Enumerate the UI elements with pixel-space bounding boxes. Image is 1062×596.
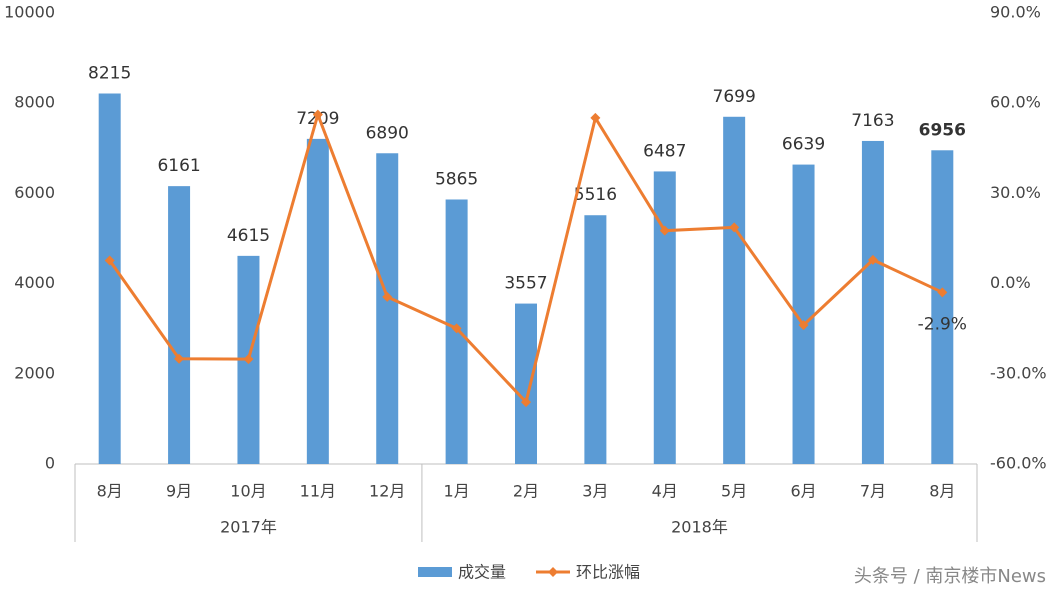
y2-tick-label: -60.0%	[990, 454, 1047, 473]
bar-value-label: 7163	[851, 111, 894, 131]
line-marker	[798, 320, 809, 331]
bar	[723, 116, 746, 465]
x-tick-label: 10月	[230, 482, 266, 501]
group-label: 2018年	[671, 518, 728, 537]
line-value-label: -2.9%	[918, 314, 967, 334]
line-marker	[659, 225, 670, 236]
line-marker	[451, 323, 462, 334]
bar-value-label: 6487	[643, 141, 686, 161]
x-tick-label: 8月	[929, 482, 955, 501]
bar	[98, 93, 121, 464]
bar	[306, 138, 329, 465]
x-tick-label: 12月	[369, 482, 405, 501]
y-tick-label: 4000	[14, 273, 55, 292]
line-marker	[729, 222, 740, 233]
bar	[931, 150, 954, 464]
x-tick-label: 2月	[513, 482, 539, 501]
line-marker	[312, 109, 323, 120]
line-marker	[521, 397, 531, 408]
x-tick-label: 5月	[721, 482, 747, 501]
x-tick-label: 3月	[582, 482, 608, 501]
y-tick-label: 8000	[14, 93, 55, 112]
bar	[168, 186, 191, 464]
legend-label: 成交量	[458, 563, 506, 582]
x-tick-label: 6月	[790, 482, 816, 501]
bar	[584, 215, 607, 464]
bar	[792, 164, 815, 464]
line-marker	[867, 254, 878, 265]
watermark: 头条号 / 南京楼市News	[854, 566, 1046, 587]
y2-tick-label: 0.0%	[990, 273, 1031, 292]
line-marker	[590, 112, 601, 123]
x-tick-label: 9月	[166, 482, 192, 501]
y-tick-label: 2000	[14, 363, 55, 382]
bar	[376, 153, 399, 465]
y2-tick-label: -30.0%	[990, 363, 1047, 382]
line-marker	[937, 287, 948, 298]
bar-value-label: 5865	[435, 169, 478, 189]
bar-value-label: 6161	[157, 156, 200, 176]
bar	[515, 303, 537, 464]
line-marker	[174, 353, 185, 364]
bar-value-label: 6956	[919, 120, 966, 140]
x-tick-label: 8月	[97, 482, 123, 501]
y2-tick-label: 30.0%	[990, 183, 1041, 202]
bar	[653, 171, 676, 465]
y2-tick-label: 90.0%	[990, 3, 1041, 22]
bar-value-label: 6890	[366, 123, 409, 143]
x-tick-label: 7月	[860, 482, 886, 501]
bar-value-label: 6639	[782, 135, 825, 155]
bar-value-label: 7699	[713, 87, 756, 107]
group-label: 2017年	[220, 518, 277, 537]
y2-tick-label: 60.0%	[990, 93, 1041, 112]
y-tick-label: 10000	[4, 3, 55, 22]
bar-value-label: 8215	[88, 64, 131, 84]
x-tick-label: 4月	[652, 482, 678, 501]
line-marker	[243, 354, 254, 365]
x-tick-label: 11月	[300, 482, 336, 501]
bar-value-label: 5516	[574, 185, 617, 205]
y-tick-label: 0	[45, 454, 55, 473]
legend-marker	[548, 567, 558, 577]
x-tick-label: 1月	[444, 482, 470, 501]
bar-value-label: 3557	[504, 274, 547, 294]
y-tick-label: 6000	[14, 183, 55, 202]
line-marker	[382, 291, 393, 302]
legend-swatch	[418, 567, 452, 577]
bar	[861, 140, 884, 464]
bar-value-label: 4615	[227, 226, 270, 246]
line-marker	[104, 255, 115, 266]
legend-label: 环比涨幅	[576, 563, 640, 582]
